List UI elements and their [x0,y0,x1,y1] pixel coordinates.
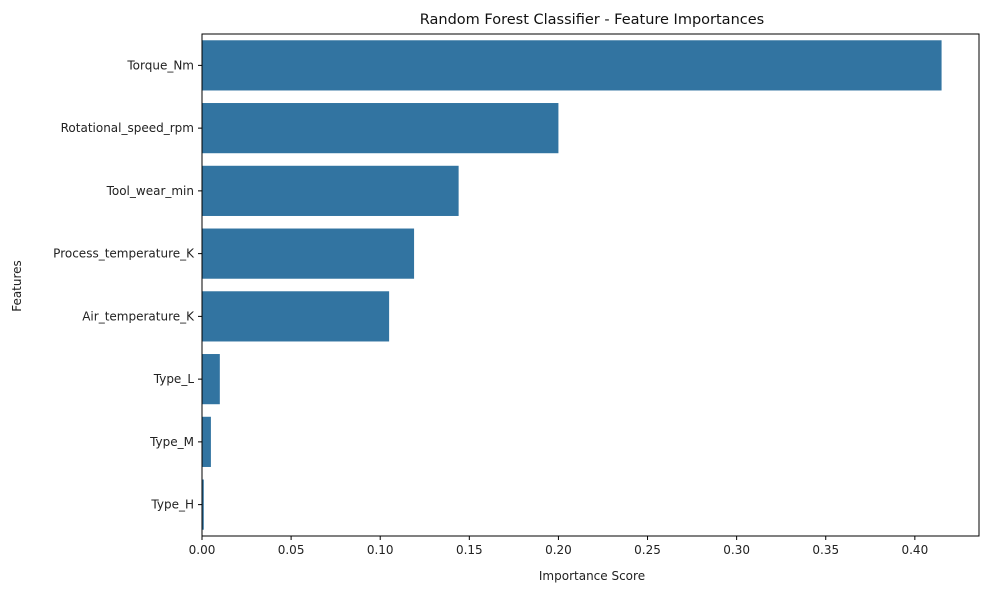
bar-process-temperature-k [202,228,415,279]
x-tick-label: 0.05 [278,543,305,557]
bar-type-m [202,416,211,467]
x-tick-label: 0.15 [456,543,483,557]
x-tick-label: 0.40 [901,543,928,557]
y-tick-label: Type_H [150,498,194,512]
y-axis-ticks: Torque_Nm Rotational_speed_rpm Tool_wear_m… [53,58,202,512]
chart-title: Random Forest Classifier - Feature Impor… [420,12,764,28]
bar-torque-nm [202,40,942,91]
y-tick-label: Torque_Nm [126,58,194,72]
x-tick-label: 0.10 [367,543,394,557]
y-tick-label: Tool_wear_min [106,184,194,198]
x-axis-label: Importance Score [539,569,645,583]
x-tick-label: 0.00 [189,543,216,557]
y-axis-label: Features [10,260,24,312]
plot-frame [201,33,980,537]
x-tick-label: 0.30 [723,543,750,557]
y-tick-label: Type_L [153,372,195,386]
bar-type-h [202,479,204,530]
bar-tool-wear-min [202,165,459,216]
bars-group [202,40,942,530]
y-tick-label: Type_M [149,435,194,449]
x-axis-ticks: 0.00 0.05 0.10 0.15 0.20 0.25 0.30 0.35 0.40 [189,536,928,557]
x-tick-label: 0.25 [634,543,661,557]
y-tick-label: Process_temperature_K [53,247,195,261]
y-tick-label: Rotational_speed_rpm [61,121,194,135]
y-tick-label: Air_temperature_K [82,309,195,323]
x-tick-label: 0.20 [545,543,572,557]
bar-air-temperature-k [202,291,390,342]
x-tick-label: 0.35 [812,543,839,557]
bar-rotational-speed-rpm [202,103,559,154]
bar-type-l [202,354,220,405]
